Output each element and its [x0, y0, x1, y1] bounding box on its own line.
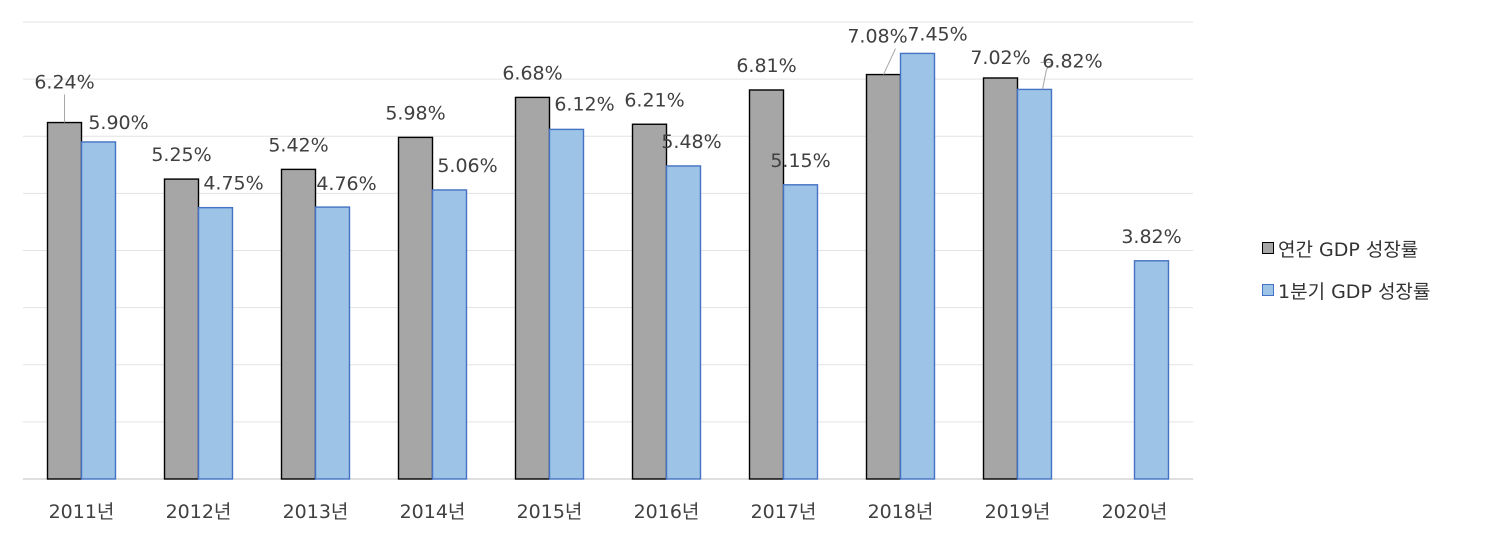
data-label-q1: 5.48% [661, 131, 721, 153]
bar-annual [163, 178, 200, 480]
data-label-annual: 6.81% [736, 55, 796, 77]
data-label-q1: 5.90% [88, 112, 148, 134]
x-tick-label: 2011년 [49, 501, 115, 523]
bar-q1 [548, 128, 585, 480]
data-label-annual: 6.68% [502, 62, 562, 84]
data-label-q1: 5.15% [770, 150, 830, 172]
bar-annual [982, 77, 1019, 480]
legend: 연간 GDP 성장률 1분기 GDP 성장률 [1262, 236, 1430, 320]
leader-line [1040, 61, 1054, 90]
bar-q1 [1016, 88, 1053, 480]
bar-q1 [899, 52, 936, 480]
bar-q1 [197, 206, 234, 480]
legend-swatch-q1 [1262, 284, 1274, 296]
bar-annual [397, 136, 434, 480]
x-tick-label: 2013년 [283, 501, 349, 523]
data-label-q1: 4.75% [203, 173, 263, 195]
data-label-annual: 6.21% [624, 89, 684, 111]
x-tick-label: 2019년 [985, 501, 1051, 523]
data-label-q1: 3.82% [1121, 226, 1181, 248]
bar-annual [748, 89, 785, 480]
data-label-q1: 6.12% [554, 93, 614, 115]
leader-line [883, 48, 896, 75]
data-label-annual: 5.98% [385, 102, 445, 124]
data-label-q1: 7.45% [907, 23, 967, 45]
bar-q1 [782, 184, 819, 480]
leader-lines [64, 48, 1054, 123]
data-label-q1: 5.06% [437, 155, 497, 177]
x-tick-label: 2012년 [166, 501, 232, 523]
bar-annual [514, 96, 551, 480]
data-label-annual: 7.08% [847, 26, 907, 48]
data-label-q1: 6.82% [1042, 50, 1102, 72]
legend-label-q1: 1분기 GDP 성장률 [1278, 280, 1431, 303]
data-label-annual: 5.42% [268, 134, 328, 156]
bar-q1 [431, 189, 468, 480]
x-tick-label: 2017년 [751, 501, 817, 523]
x-tick-label: 2016년 [634, 501, 700, 523]
data-label-annual: 5.25% [151, 144, 211, 166]
data-label-annual: 6.24% [34, 72, 94, 94]
legend-swatch-annual [1262, 242, 1274, 254]
bar-q1 [1133, 260, 1170, 480]
x-tick-label: 2014년 [400, 501, 466, 523]
data-labels: 6.24% 5.90%5.25% 4.75%5.42% 4.76% 5.98% 5.06%… [34, 23, 1181, 247]
bar-q1 [665, 165, 702, 480]
data-label-q1: 4.76% [316, 173, 376, 195]
bar-q1 [80, 141, 117, 480]
x-axis: 2011년 2012년 2013년 2014년 2015년 2016년 2017년 2018년… [49, 501, 1168, 523]
x-tick-label: 2015년 [517, 501, 583, 523]
x-tick-label: 2018년 [868, 501, 934, 523]
bars [46, 52, 1170, 480]
data-label-annual: 7.02% [970, 47, 1030, 69]
bar-annual [631, 123, 668, 480]
bar-annual [280, 168, 317, 480]
legend-item-q1: 1분기 GDP 성장률 [1262, 278, 1431, 303]
bar-annual [865, 73, 902, 480]
bar-q1 [314, 206, 351, 480]
legend-item-annual: 연간 GDP 성장률 [1262, 236, 1430, 261]
x-tick-label: 2020년 [1102, 501, 1168, 523]
legend-label-annual: 연간 GDP 성장률 [1278, 238, 1419, 261]
bar-annual [46, 121, 83, 480]
